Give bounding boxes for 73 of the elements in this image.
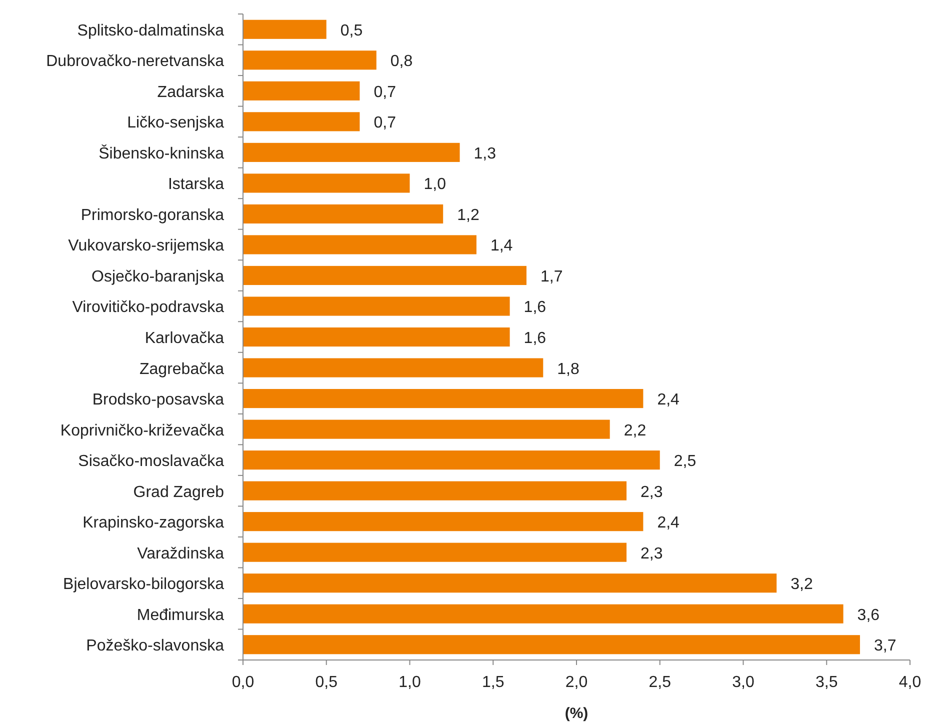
x-tick-label: 0,5 (315, 674, 338, 691)
data-label: 2,3 (640, 484, 663, 501)
bar (243, 142, 460, 162)
bar (243, 20, 326, 39)
y-tick-label: Šibensko-kninska (98, 144, 224, 162)
x-axis-title: (%) (564, 705, 588, 722)
y-tick-label: Zagrebačka (140, 360, 224, 378)
x-tick-label: 2,0 (565, 674, 588, 691)
y-tick-label: Karlovačka (144, 330, 224, 347)
x-tick-label: 3,5 (816, 674, 838, 691)
data-label: 0,5 (340, 22, 363, 40)
y-tick-label: Zadarska (157, 84, 224, 101)
bar (243, 235, 476, 254)
data-label: 1,7 (540, 268, 563, 286)
data-label: 1,0 (424, 176, 446, 194)
x-tick-label: 2,5 (648, 674, 672, 691)
bar (243, 420, 610, 439)
bar (243, 266, 526, 286)
y-tick-label: Krapinsko-zagorska (82, 514, 224, 532)
bar (243, 358, 544, 378)
data-label: 1,6 (524, 299, 546, 316)
bar (243, 542, 627, 562)
data-label: 0,7 (374, 84, 396, 101)
data-label: 1,2 (457, 206, 480, 224)
data-label: 3,7 (874, 638, 896, 655)
data-label: 3,2 (790, 576, 813, 594)
y-tick-label: Bjelovarsko-bilogorska (63, 576, 224, 594)
data-label: 1,4 (490, 238, 513, 255)
bar (243, 604, 844, 624)
bar (243, 81, 360, 100)
x-tick-label: 4,0 (898, 674, 922, 691)
data-label: 1,6 (524, 330, 546, 347)
y-tick-label: Međimurska (136, 606, 224, 624)
bar (243, 388, 644, 408)
data-label: 2,4 (657, 514, 680, 532)
y-tick-label: Varaždinska (137, 545, 224, 562)
y-tick-label: Koprivničko-križevačka (60, 422, 224, 440)
y-tick-label: Splitsko-dalmatinska (77, 22, 224, 40)
y-tick-label: Primorsko-goranska (80, 206, 224, 224)
bar (243, 204, 444, 224)
x-tick-label: 1,5 (482, 674, 504, 691)
data-label: 2,5 (674, 453, 696, 470)
data-label: 2,4 (657, 392, 680, 409)
x-tick-label: 0,0 (232, 674, 254, 691)
bar (243, 574, 777, 593)
bar (243, 50, 376, 70)
data-label: 1,3 (474, 145, 496, 162)
bar (243, 512, 644, 532)
y-tick-label: Osječko-baranjska (92, 268, 224, 286)
y-tick-label: Dubrovačko-neretvanska (46, 53, 224, 70)
bar (243, 635, 860, 654)
y-tick-label: Sisačko-moslavačka (78, 453, 224, 470)
y-tick-label: Istarska (168, 176, 224, 194)
y-tick-label: Brodsko-posavska (92, 392, 224, 409)
bar (243, 450, 660, 470)
y-tick-label: Požeško-slavonska (86, 638, 224, 655)
x-tick-label: 3,0 (732, 674, 754, 691)
data-label: 2,3 (640, 545, 663, 562)
y-tick-label: Virovitičko-podravska (72, 299, 224, 316)
bar (243, 327, 510, 347)
bar (243, 481, 627, 500)
bar (243, 112, 360, 132)
data-label: 1,8 (557, 360, 580, 378)
bar (243, 296, 510, 316)
data-label: 3,6 (857, 606, 880, 624)
y-tick-label: Grad Zagreb (133, 484, 224, 501)
data-label: 2,2 (624, 422, 646, 440)
data-label: 0,7 (374, 114, 396, 132)
data-label: 0,8 (390, 53, 413, 70)
bar (243, 174, 410, 193)
y-tick-label: Vukovarsko-srijemska (68, 238, 224, 255)
y-tick-label: Ličko-senjska (127, 114, 224, 132)
x-tick-label: 1,0 (398, 674, 421, 691)
